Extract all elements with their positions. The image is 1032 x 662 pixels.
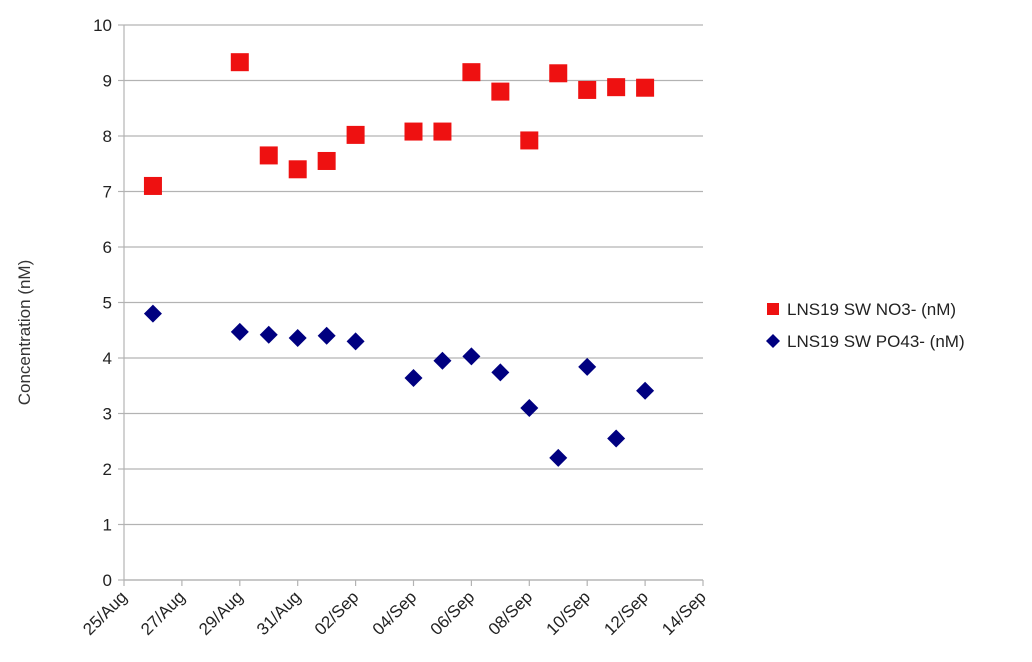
data-point <box>549 448 568 467</box>
data-point <box>607 78 626 97</box>
data-point <box>491 82 510 101</box>
legend-item: LNS19 SW NO3- (nM) <box>767 300 956 319</box>
data-point <box>317 326 336 345</box>
x-tick-labels: 25/Aug 27/Aug 29/Aug 31/Aug 02/Sep 04/Sep 06/S… <box>79 587 710 639</box>
data-point <box>462 347 481 366</box>
y-tick-label: 9 <box>103 72 112 91</box>
x-tick-label: 31/Aug <box>253 587 305 639</box>
data-point <box>346 332 365 351</box>
legend-label: LNS19 SW NO3- (nM) <box>787 300 956 319</box>
x-tick-label: 02/Sep <box>311 587 363 639</box>
y-tick-label: 7 <box>103 183 112 202</box>
y-tick-label: 2 <box>103 460 112 479</box>
data-point <box>143 176 162 195</box>
data-point <box>520 398 539 417</box>
data-point <box>433 351 452 370</box>
data-point <box>578 357 597 376</box>
data-point <box>404 368 423 387</box>
x-tick-label: 10/Sep <box>542 587 594 639</box>
y-tick-label: 6 <box>103 238 112 257</box>
data-point <box>433 122 452 141</box>
x-tick-label: 08/Sep <box>485 587 537 639</box>
data-point <box>259 325 278 344</box>
y-tick-label: 0 <box>103 571 112 590</box>
data-point <box>520 131 539 150</box>
legend-marker <box>767 303 779 315</box>
data-point <box>230 53 249 72</box>
data-point <box>578 80 597 99</box>
legend-item: LNS19 SW PO43- (nM) <box>766 332 965 351</box>
y-tick-label: 3 <box>103 405 112 424</box>
data-point <box>259 146 278 165</box>
series-2 <box>143 304 655 467</box>
x-tick-label: 12/Sep <box>600 587 652 639</box>
data-point <box>636 78 655 97</box>
data-point <box>317 151 336 170</box>
data-point <box>462 63 481 82</box>
x-tick-label: 06/Sep <box>427 587 479 639</box>
data-point <box>549 64 568 83</box>
data-point <box>143 304 162 323</box>
y-tick-labels: 0 1 2 3 4 5 6 7 8 9 10 <box>93 16 112 590</box>
y-tick-label: 1 <box>103 516 112 535</box>
legend-label: LNS19 SW PO43- (nM) <box>787 332 965 351</box>
x-tick-label: 14/Sep <box>658 587 710 639</box>
series-1 <box>143 53 655 195</box>
x-tick-label: 04/Sep <box>369 587 421 639</box>
x-tick-label: 27/Aug <box>137 587 189 639</box>
legend-marker <box>766 334 780 348</box>
data-point <box>607 429 626 448</box>
y-axis-title: Concentration (nM) <box>15 260 34 406</box>
y-tick-label: 5 <box>103 294 112 313</box>
legend: LNS19 SW NO3- (nM) LNS19 SW PO43- (nM) <box>766 300 965 351</box>
data-point <box>404 122 423 141</box>
data-points <box>143 53 655 467</box>
y-tick-label: 10 <box>93 16 112 35</box>
axes <box>123 25 703 581</box>
data-point <box>491 363 510 382</box>
gridlines <box>118 24 704 586</box>
y-tick-label: 8 <box>103 127 112 146</box>
x-tick-label: 29/Aug <box>195 587 247 639</box>
data-point <box>288 160 307 179</box>
data-point <box>346 125 365 144</box>
data-point <box>230 322 249 341</box>
data-point <box>636 381 655 400</box>
y-tick-label: 4 <box>103 349 112 368</box>
data-point <box>288 329 307 348</box>
x-tick-label: 25/Aug <box>79 587 131 639</box>
